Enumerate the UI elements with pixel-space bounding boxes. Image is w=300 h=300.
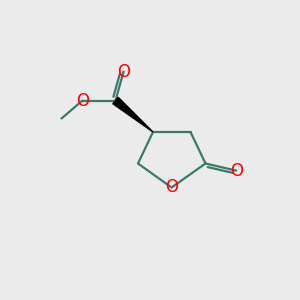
Polygon shape: [113, 97, 153, 132]
Text: O: O: [230, 162, 243, 180]
Text: O: O: [165, 178, 178, 196]
Text: O: O: [117, 63, 130, 81]
Text: O: O: [76, 92, 89, 110]
